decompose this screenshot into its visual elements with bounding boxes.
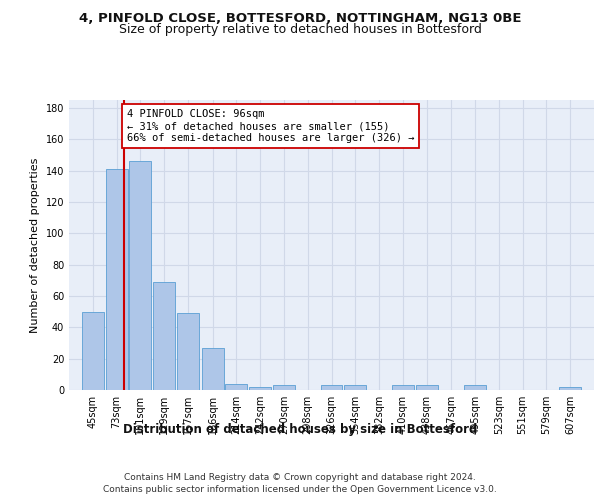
Text: Contains HM Land Registry data © Crown copyright and database right 2024.: Contains HM Land Registry data © Crown c… — [124, 472, 476, 482]
Text: 4, PINFOLD CLOSE, BOTTESFORD, NOTTINGHAM, NG13 0BE: 4, PINFOLD CLOSE, BOTTESFORD, NOTTINGHAM… — [79, 12, 521, 26]
Text: Contains public sector information licensed under the Open Government Licence v3: Contains public sector information licen… — [103, 485, 497, 494]
Y-axis label: Number of detached properties: Number of detached properties — [30, 158, 40, 332]
Bar — [177, 313, 199, 390]
Bar — [130, 161, 151, 390]
Bar — [202, 348, 224, 390]
Bar — [464, 386, 486, 390]
Bar — [226, 384, 247, 390]
Text: Size of property relative to detached houses in Bottesford: Size of property relative to detached ho… — [119, 22, 481, 36]
Bar — [559, 387, 581, 390]
Text: Distribution of detached houses by size in Bottesford: Distribution of detached houses by size … — [123, 422, 477, 436]
Text: 4 PINFOLD CLOSE: 96sqm
← 31% of detached houses are smaller (155)
66% of semi-de: 4 PINFOLD CLOSE: 96sqm ← 31% of detached… — [127, 110, 414, 142]
Bar — [416, 386, 437, 390]
Bar — [273, 386, 295, 390]
Bar — [344, 386, 366, 390]
Bar — [153, 282, 175, 390]
Bar — [392, 386, 414, 390]
Bar — [320, 386, 343, 390]
Bar — [82, 312, 104, 390]
Bar — [106, 169, 128, 390]
Bar — [249, 387, 271, 390]
